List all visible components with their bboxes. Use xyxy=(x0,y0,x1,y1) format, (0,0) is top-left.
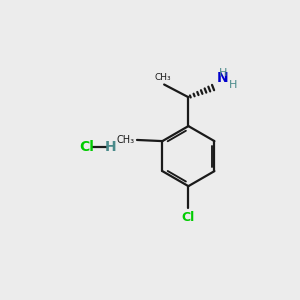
Text: H: H xyxy=(229,80,238,90)
Text: Cl: Cl xyxy=(182,211,195,224)
Text: CH₃: CH₃ xyxy=(155,73,171,82)
Text: H: H xyxy=(105,140,117,154)
Text: CH₃: CH₃ xyxy=(116,135,135,145)
Text: Cl: Cl xyxy=(79,140,94,154)
Text: H: H xyxy=(219,68,227,78)
Text: N: N xyxy=(217,71,228,85)
